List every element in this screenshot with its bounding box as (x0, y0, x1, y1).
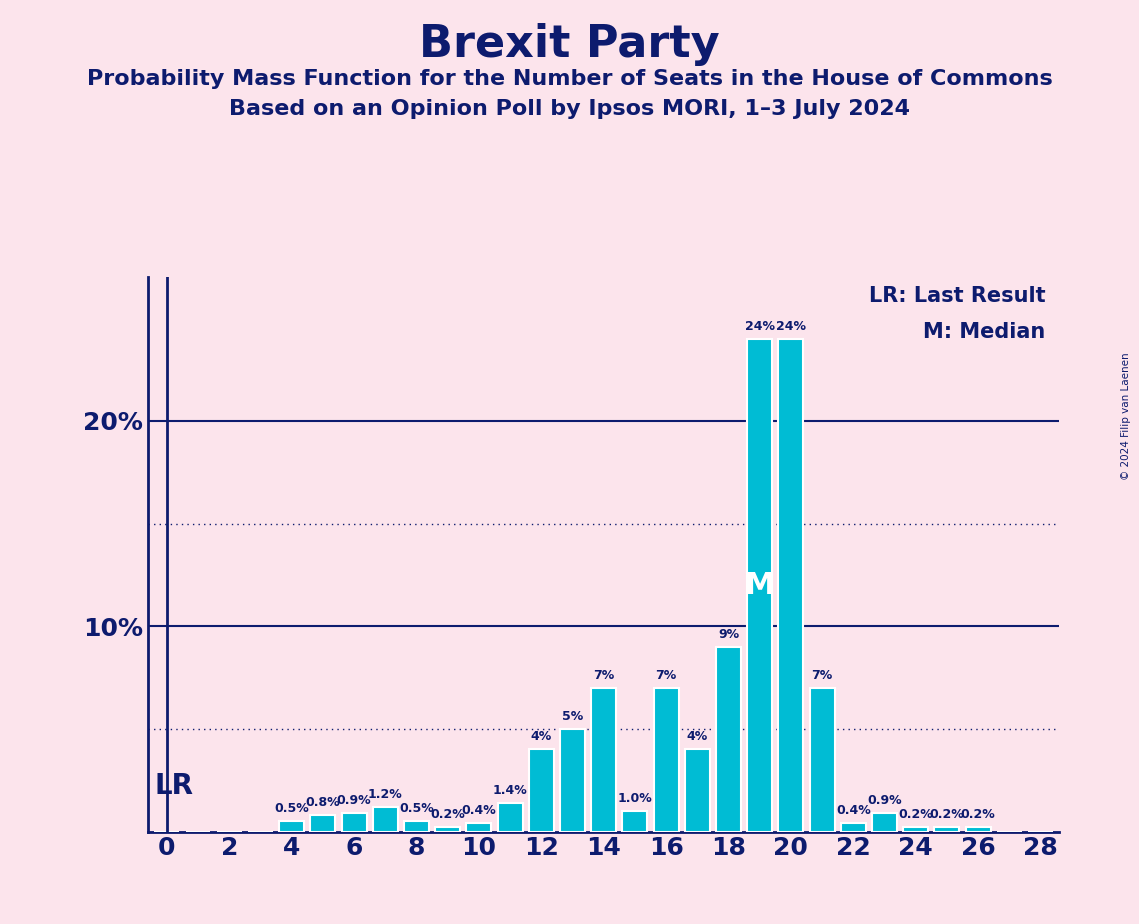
Bar (466, 823, 491, 832)
Bar (372, 807, 398, 832)
Text: 0.5%: 0.5% (274, 802, 309, 815)
Bar (903, 828, 928, 832)
Text: 0.4%: 0.4% (836, 804, 870, 817)
Text: 7%: 7% (593, 669, 614, 682)
Bar (934, 828, 959, 832)
Bar (778, 339, 803, 832)
Text: Probability Mass Function for the Number of Seats in the House of Commons: Probability Mass Function for the Number… (87, 69, 1052, 90)
Text: 1.0%: 1.0% (617, 792, 653, 805)
Bar (310, 815, 335, 832)
Text: 24%: 24% (776, 320, 806, 333)
Bar (841, 823, 866, 832)
Bar (716, 647, 741, 832)
Text: LR: Last Result: LR: Last Result (869, 286, 1046, 306)
Bar (872, 813, 898, 832)
Text: 9%: 9% (718, 627, 739, 640)
Text: M: Median: M: Median (924, 322, 1046, 342)
Text: 0.2%: 0.2% (929, 808, 965, 821)
Bar (747, 339, 772, 832)
Bar (591, 687, 616, 832)
Bar (404, 821, 429, 832)
Text: Brexit Party: Brexit Party (419, 23, 720, 67)
Text: 1.4%: 1.4% (493, 784, 527, 796)
Text: 0.2%: 0.2% (431, 808, 465, 821)
Text: M: M (745, 571, 775, 600)
Text: 0.8%: 0.8% (305, 796, 341, 809)
Bar (560, 729, 585, 832)
Bar (498, 803, 523, 832)
Text: 0.2%: 0.2% (961, 808, 995, 821)
Bar (654, 687, 679, 832)
Text: 0.9%: 0.9% (867, 794, 902, 807)
Bar (966, 828, 991, 832)
Text: 4%: 4% (531, 730, 552, 743)
Bar (435, 828, 460, 832)
Text: © 2024 Filip van Laenen: © 2024 Filip van Laenen (1121, 352, 1131, 480)
Text: 7%: 7% (655, 669, 677, 682)
Bar (279, 821, 304, 832)
Text: 0.2%: 0.2% (899, 808, 933, 821)
Bar (685, 749, 710, 832)
Text: Based on an Opinion Poll by Ipsos MORI, 1–3 July 2024: Based on an Opinion Poll by Ipsos MORI, … (229, 99, 910, 119)
Text: LR: LR (154, 772, 194, 800)
Text: 0.4%: 0.4% (461, 804, 497, 817)
Text: 1.2%: 1.2% (368, 788, 402, 801)
Text: 5%: 5% (562, 710, 583, 723)
Bar (622, 811, 647, 832)
Bar (528, 749, 554, 832)
Text: 7%: 7% (811, 669, 833, 682)
Text: 0.5%: 0.5% (399, 802, 434, 815)
Text: 24%: 24% (745, 320, 775, 333)
Bar (810, 687, 835, 832)
Text: 4%: 4% (687, 730, 708, 743)
Bar (342, 813, 367, 832)
Text: 0.9%: 0.9% (337, 794, 371, 807)
